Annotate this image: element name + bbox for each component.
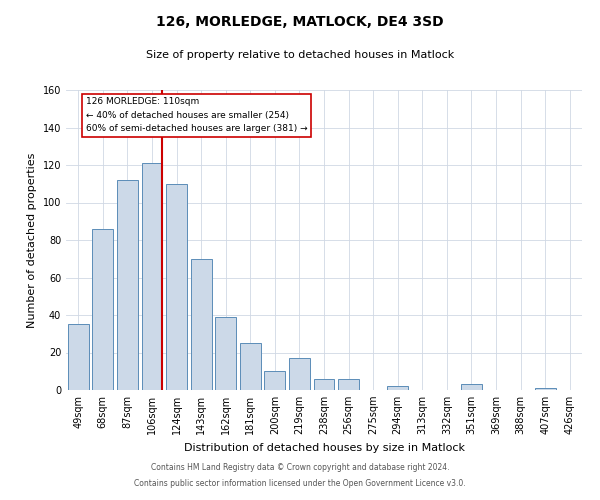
Text: 126, MORLEDGE, MATLOCK, DE4 3SD: 126, MORLEDGE, MATLOCK, DE4 3SD xyxy=(156,15,444,29)
Text: Contains HM Land Registry data © Crown copyright and database right 2024.: Contains HM Land Registry data © Crown c… xyxy=(151,464,449,472)
Text: Contains public sector information licensed under the Open Government Licence v3: Contains public sector information licen… xyxy=(134,478,466,488)
Bar xyxy=(117,180,138,390)
Bar xyxy=(314,379,334,390)
Bar xyxy=(191,259,212,390)
Bar xyxy=(461,384,482,390)
Bar xyxy=(142,163,163,390)
Bar xyxy=(265,371,286,390)
Bar xyxy=(166,184,187,390)
Bar xyxy=(535,388,556,390)
Text: 126 MORLEDGE: 110sqm
← 40% of detached houses are smaller (254)
60% of semi-deta: 126 MORLEDGE: 110sqm ← 40% of detached h… xyxy=(86,98,307,133)
Y-axis label: Number of detached properties: Number of detached properties xyxy=(27,152,37,328)
Bar xyxy=(68,324,89,390)
Bar xyxy=(92,229,113,390)
Bar xyxy=(240,343,261,390)
X-axis label: Distribution of detached houses by size in Matlock: Distribution of detached houses by size … xyxy=(184,442,464,452)
Text: Size of property relative to detached houses in Matlock: Size of property relative to detached ho… xyxy=(146,50,454,60)
Bar xyxy=(387,386,408,390)
Bar xyxy=(215,317,236,390)
Bar xyxy=(338,379,359,390)
Bar xyxy=(289,358,310,390)
